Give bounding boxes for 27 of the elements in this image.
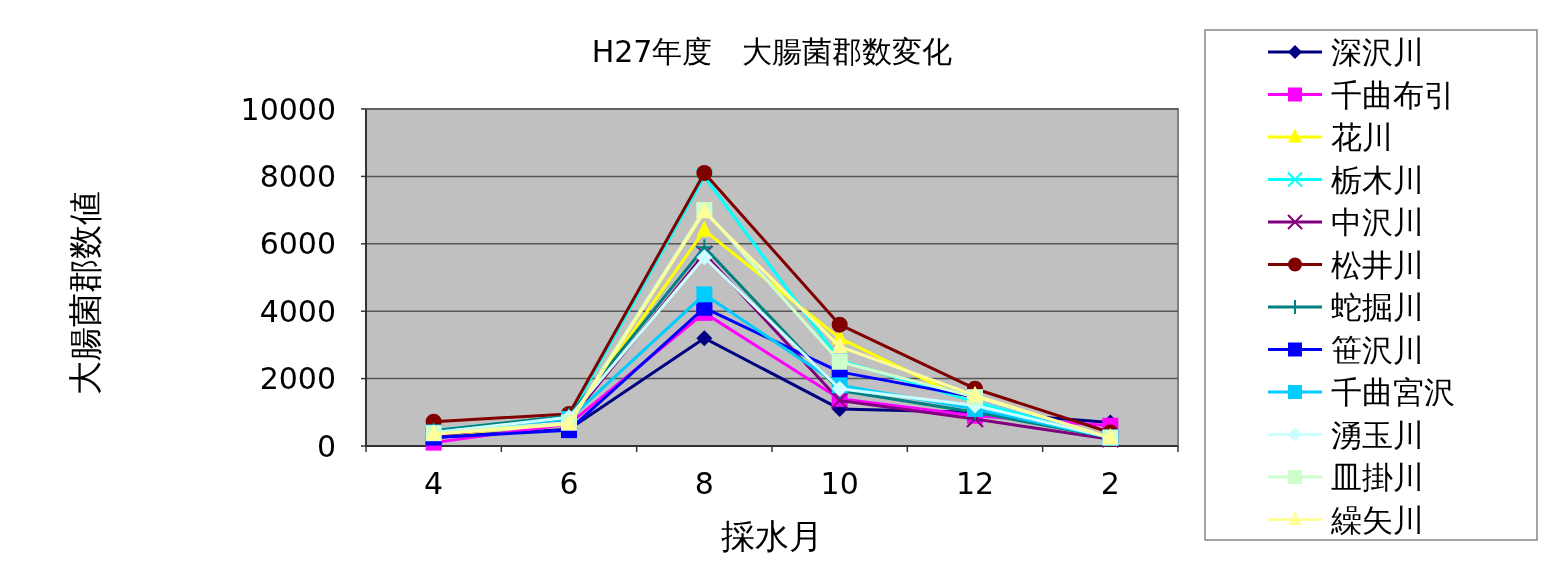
y-tick-label: 4000 xyxy=(259,293,336,329)
legend-label: 湧玉川 xyxy=(1331,416,1424,453)
x-tick-label: 4 xyxy=(424,466,444,501)
chart-title: H27年度 大腸菌郡数変化 xyxy=(591,34,953,69)
legend-label: 千曲布引 xyxy=(1331,76,1455,113)
legend-label: 花川 xyxy=(1331,119,1393,155)
x-tick-label: 6 xyxy=(559,466,579,501)
legend-label: 栃木川 xyxy=(1331,161,1424,198)
x-tick-label: 8 xyxy=(694,466,714,501)
y-axis-title: 大腸菌郡数値 xyxy=(65,190,105,395)
x-tick-label: 10 xyxy=(820,466,859,501)
legend-label: 皿掛川 xyxy=(1331,459,1424,495)
x-tick-label: 12 xyxy=(955,466,995,501)
x-axis-title: 採水月 xyxy=(721,516,823,556)
legend-label: 笹沢川 xyxy=(1331,331,1424,368)
y-tick-label: 8000 xyxy=(259,158,336,194)
legend-label: 深沢川 xyxy=(1331,34,1424,70)
x-tick-label: 2 xyxy=(1100,466,1120,501)
y-tick-label: 10000 xyxy=(240,91,336,127)
legend-label: 繰矢川 xyxy=(1330,501,1424,538)
legend-label: 松井川 xyxy=(1331,246,1424,283)
y-tick-label: 0 xyxy=(316,428,336,464)
y-tick-label: 6000 xyxy=(259,226,336,262)
legend-label: 中沢川 xyxy=(1331,204,1424,240)
legend-label: 千曲宮沢 xyxy=(1331,374,1455,410)
y-tick-label: 2000 xyxy=(259,361,336,397)
legend-label: 蛇掘川 xyxy=(1331,289,1424,325)
